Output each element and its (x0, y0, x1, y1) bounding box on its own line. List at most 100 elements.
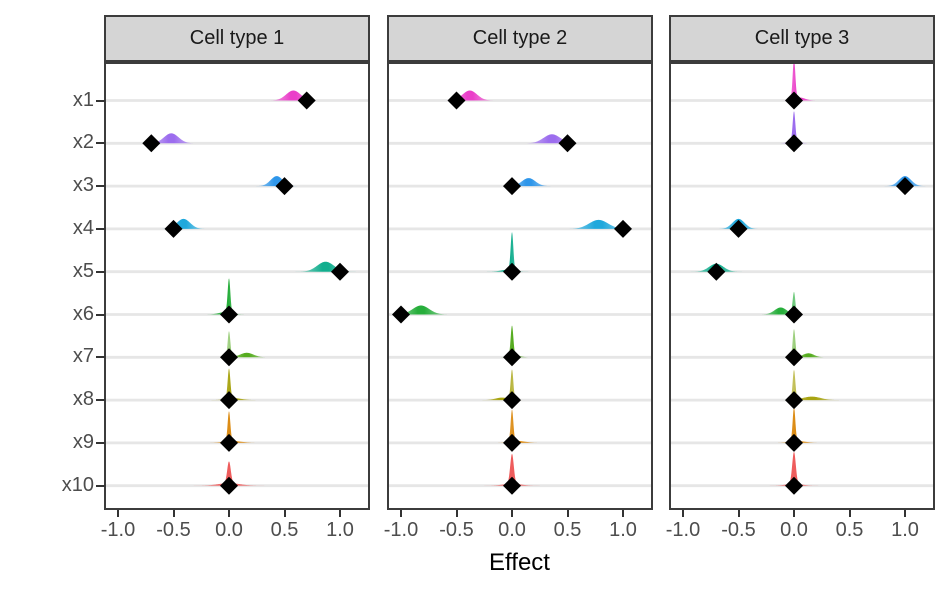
point-estimate-x6 (392, 305, 410, 324)
y-axis-tick (96, 356, 105, 359)
x-axis-tick (117, 510, 119, 517)
x-axis-tick (622, 510, 624, 517)
density-x9 (486, 409, 549, 443)
point-estimate-x9 (220, 433, 238, 452)
y-axis-label-x3: x3 (72, 174, 94, 197)
y-axis-label-x2: x2 (72, 131, 94, 154)
x-axis-tick (400, 510, 402, 517)
x-axis-tick (848, 510, 851, 517)
x-tick-label: 0.5 (835, 519, 864, 541)
x-tick-label: -0.5 (439, 519, 474, 541)
y-axis-label-x8: x8 (72, 388, 94, 411)
y-axis-tick (96, 484, 105, 487)
x-axis-tick (283, 510, 286, 517)
point-estimate-x1 (297, 91, 316, 110)
x-axis-tick (566, 510, 569, 517)
density-x5 (292, 261, 359, 272)
x-axis-tick (904, 510, 906, 517)
point-estimate-x3 (503, 177, 521, 196)
x-tick-label: 1.0 (609, 519, 637, 541)
x-axis-tick (339, 510, 341, 517)
point-estimate-x7 (503, 348, 521, 367)
x-axis-tick (228, 510, 230, 517)
point-estimate-x3 (896, 177, 914, 196)
y-axis-tick (96, 399, 105, 402)
y-axis-label-x6: x6 (72, 302, 94, 325)
x-tick-label: -0.5 (156, 519, 191, 541)
point-estimate-x4 (729, 219, 748, 238)
x-axis-tick (511, 510, 513, 517)
point-estimate-x6 (785, 305, 803, 324)
density-x7 (786, 329, 831, 358)
facet-strip: Cell type 1 (104, 15, 370, 62)
point-estimate-x3 (275, 177, 294, 196)
x-tick-label: 1.0 (891, 519, 919, 541)
density-x8 (475, 369, 529, 401)
density-x2 (771, 111, 817, 144)
point-estimate-x8 (220, 391, 238, 410)
density-x10 (476, 453, 548, 486)
density-x8 (776, 369, 848, 401)
density-x3 (502, 178, 556, 187)
point-estimate-x5 (331, 262, 349, 281)
x-tick-label: -0.5 (721, 519, 756, 541)
density-x1 (440, 90, 499, 101)
x-tick-label: 0.5 (270, 519, 299, 541)
point-estimate-x6 (220, 305, 238, 324)
y-axis-label-x7: x7 (72, 345, 94, 368)
density-x8 (202, 368, 265, 401)
density-x10 (762, 451, 826, 486)
point-estimate-x4 (614, 219, 632, 238)
density-x5 (480, 232, 535, 272)
x-axis-tick (737, 510, 740, 517)
point-estimate-x10 (785, 476, 803, 495)
x-axis-tick (172, 510, 175, 517)
density-x6 (387, 305, 455, 315)
density-x1 (777, 62, 822, 101)
facet-strip-label: Cell type 1 (189, 27, 285, 49)
point-estimate-x2 (785, 134, 803, 153)
facet-strip: Cell type 3 (669, 15, 935, 62)
density-x4 (560, 219, 637, 229)
x-tick-label: -1.0 (100, 519, 136, 541)
point-estimate-x1 (447, 91, 466, 110)
density-x2 (518, 134, 586, 144)
x-tick-label: 0.0 (215, 519, 243, 541)
panel-border (387, 62, 653, 510)
density-x2 (142, 133, 201, 144)
y-axis-tick (96, 185, 105, 188)
y-axis-tick (96, 441, 105, 444)
facet-strip: Cell type 2 (387, 15, 653, 62)
point-estimate-x7 (785, 348, 803, 367)
facet-strip-label: Cell type 2 (472, 27, 568, 49)
x-axis-tick (455, 510, 458, 517)
facet-panel (669, 62, 935, 510)
y-axis-tick (96, 142, 105, 145)
x-tick-label: 0.5 (553, 519, 582, 541)
x-tick-label: 0.0 (780, 519, 808, 541)
y-axis-label-x5: x5 (72, 259, 94, 282)
point-estimate-x2 (558, 134, 577, 153)
density-x3 (252, 176, 302, 187)
point-estimate-x1 (785, 91, 803, 110)
point-estimate-x8 (503, 391, 521, 410)
x-tick-label: -1.0 (665, 519, 701, 541)
point-estimate-x5 (707, 262, 726, 281)
density-x4 (156, 218, 211, 229)
point-estimate-x7 (220, 348, 238, 367)
point-estimate-x4 (164, 219, 183, 238)
density-x10 (184, 461, 274, 486)
y-axis-label-x1: x1 (72, 88, 94, 111)
y-axis-tick (96, 270, 105, 273)
y-axis-tick (96, 227, 105, 230)
x-tick-label: 0.0 (498, 519, 526, 541)
x-tick-label: 1.0 (326, 519, 354, 541)
facet-strip-label: Cell type 3 (754, 27, 850, 49)
point-estimate-x5 (503, 262, 521, 281)
y-axis-tick (96, 99, 105, 102)
x-tick-label: -1.0 (383, 519, 419, 541)
panel-border (104, 62, 370, 510)
point-estimate-x8 (785, 391, 803, 410)
y-axis-label-x10: x10 (61, 473, 94, 496)
